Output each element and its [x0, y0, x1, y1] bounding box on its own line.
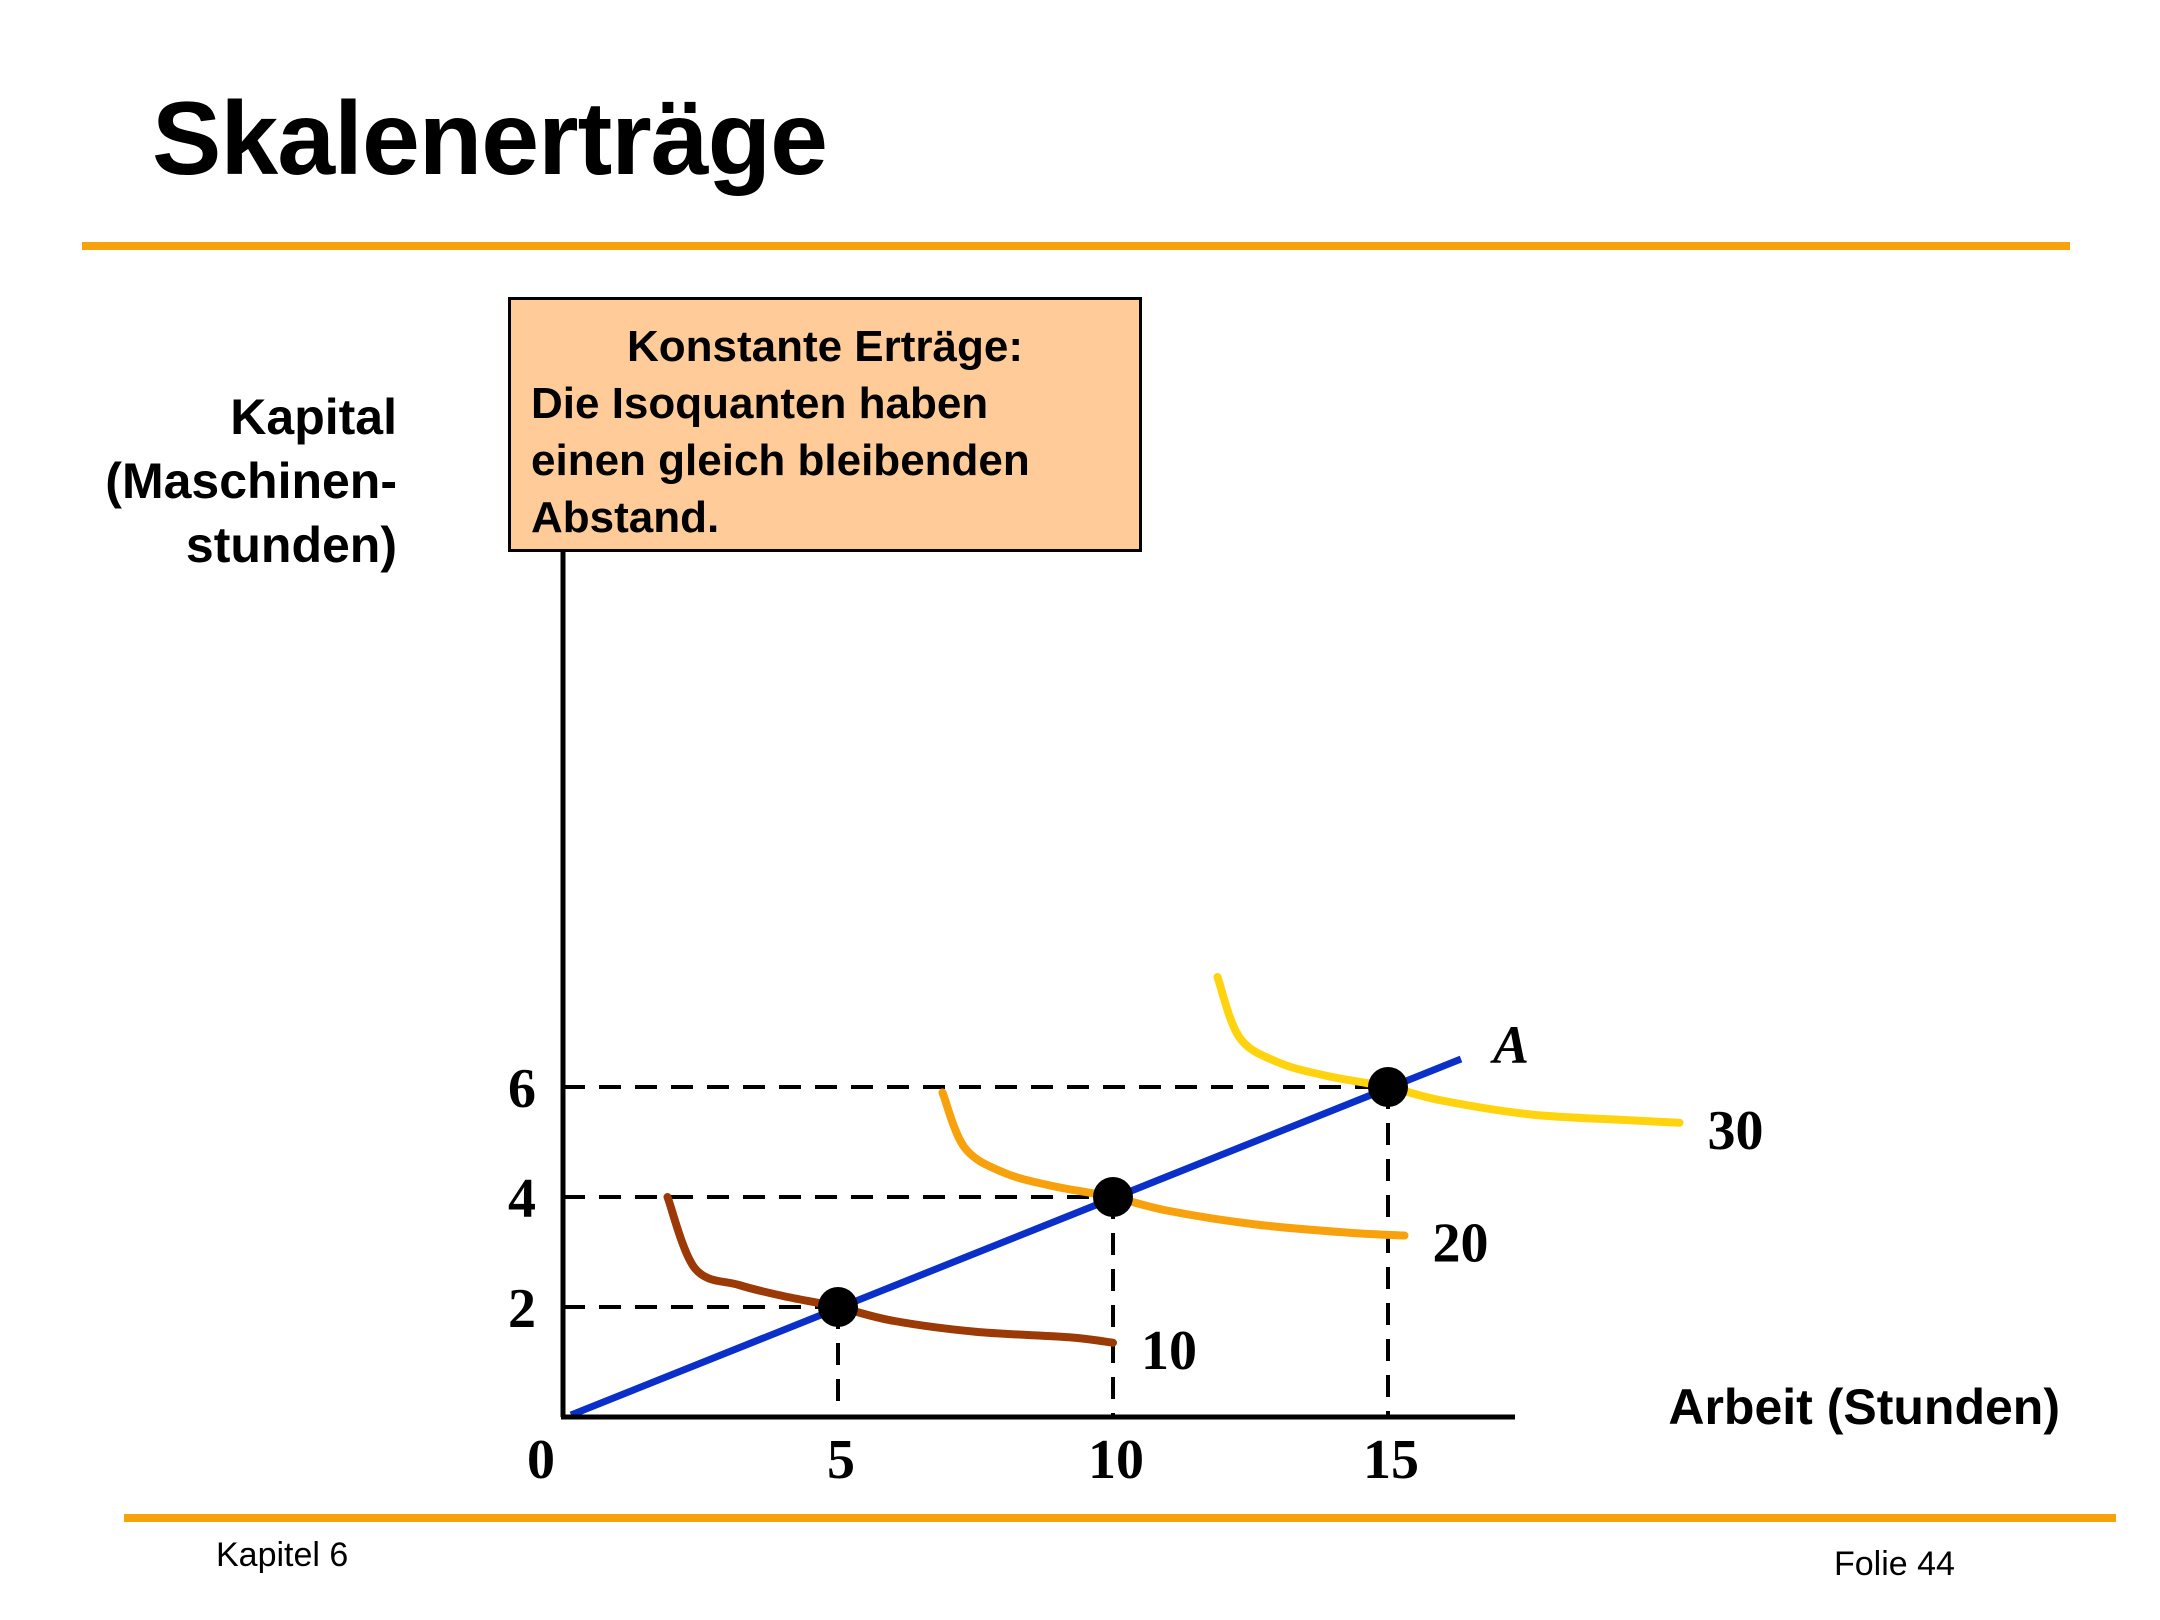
annotation-line: einen gleich bleibenden: [531, 432, 1119, 489]
annotation-heading: Konstante Erträge:: [531, 318, 1119, 375]
ray-label-a: A: [1490, 1015, 1529, 1075]
annotation-line: Die Isoquanten haben: [531, 375, 1119, 432]
x-tick-label: 10: [1088, 1429, 1144, 1491]
intersection-point: [818, 1287, 858, 1327]
isoquant-label-10: 10: [1141, 1320, 1197, 1382]
isoquant-label-30: 30: [1708, 1100, 1764, 1162]
isoquant-30: [1218, 977, 1680, 1123]
y-tick-label: 4: [508, 1168, 536, 1230]
y-tick-label: 6: [508, 1058, 536, 1120]
x-tick-label: 5: [827, 1429, 855, 1491]
annotation-box: Konstante Erträge: Die Isoquanten haben …: [508, 297, 1142, 552]
origin-label: 0: [527, 1429, 555, 1491]
isoquant-label-20: 20: [1433, 1213, 1489, 1275]
intersection-point: [1093, 1177, 1133, 1217]
ray-line-a: [571, 1059, 1461, 1415]
isoquant-20: [943, 1093, 1405, 1236]
intersection-point: [1368, 1067, 1408, 1107]
annotation-line: Abstand.: [531, 489, 1119, 546]
y-tick-label: 2: [508, 1278, 536, 1340]
isoquant-10: [668, 1197, 1114, 1343]
footer-divider: [124, 1514, 2116, 1522]
x-tick-label: 15: [1363, 1429, 1419, 1491]
footer-slide-number: Folie 44: [1834, 1545, 1955, 1584]
footer-chapter: Kapitel 6: [216, 1536, 348, 1575]
